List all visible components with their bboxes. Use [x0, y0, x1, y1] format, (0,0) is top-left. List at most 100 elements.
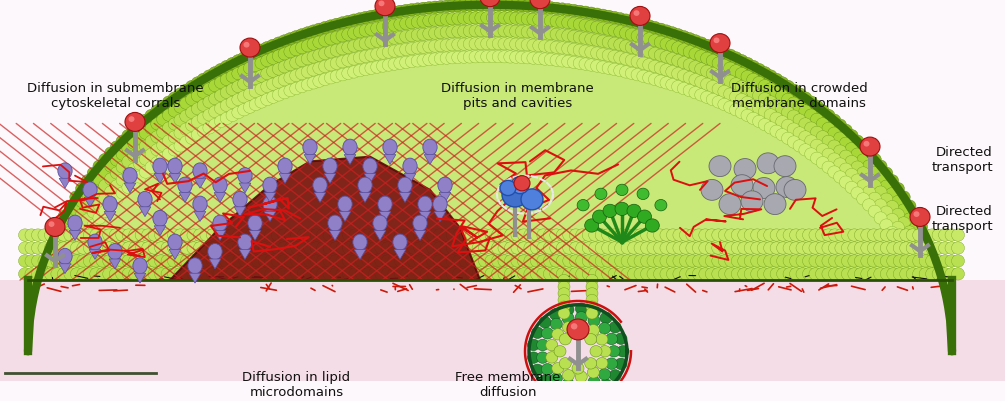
Circle shape [209, 79, 222, 92]
Circle shape [69, 204, 82, 216]
Circle shape [631, 30, 644, 42]
Text: Diffusion in submembrane
cytoskeletal corrals: Diffusion in submembrane cytoskeletal co… [27, 82, 204, 110]
Circle shape [492, 12, 506, 24]
Circle shape [799, 118, 812, 130]
Circle shape [492, 0, 506, 11]
Circle shape [18, 268, 31, 280]
Circle shape [255, 70, 268, 82]
Circle shape [407, 242, 420, 254]
Circle shape [514, 176, 530, 191]
Circle shape [51, 268, 64, 280]
Circle shape [180, 110, 193, 122]
Ellipse shape [58, 248, 72, 264]
Circle shape [277, 255, 290, 267]
Circle shape [465, 255, 478, 267]
Circle shape [764, 229, 777, 241]
Circle shape [533, 53, 546, 65]
Circle shape [417, 28, 430, 41]
Circle shape [822, 268, 835, 280]
Circle shape [191, 129, 204, 141]
Polygon shape [264, 192, 275, 203]
Polygon shape [170, 157, 480, 280]
Circle shape [602, 242, 615, 254]
Circle shape [854, 242, 867, 254]
Circle shape [910, 207, 930, 227]
Circle shape [537, 352, 549, 363]
Circle shape [522, 38, 534, 51]
Circle shape [168, 131, 181, 143]
Circle shape [539, 40, 552, 52]
Circle shape [591, 8, 604, 20]
Circle shape [550, 268, 563, 280]
Circle shape [783, 268, 796, 280]
Circle shape [414, 255, 427, 267]
Circle shape [897, 204, 911, 216]
Circle shape [411, 42, 424, 54]
Circle shape [463, 25, 476, 37]
Circle shape [783, 255, 796, 267]
Circle shape [388, 6, 401, 18]
Circle shape [180, 123, 193, 135]
Circle shape [420, 268, 433, 280]
Circle shape [323, 229, 336, 241]
Circle shape [653, 268, 666, 280]
Circle shape [394, 242, 407, 254]
Circle shape [939, 268, 952, 280]
Circle shape [558, 274, 570, 286]
Circle shape [932, 242, 945, 254]
Circle shape [70, 229, 83, 241]
Circle shape [283, 71, 296, 84]
Circle shape [232, 106, 245, 119]
Circle shape [420, 255, 433, 267]
Circle shape [92, 160, 106, 172]
Circle shape [562, 379, 574, 390]
Circle shape [272, 76, 285, 88]
Circle shape [793, 101, 806, 113]
Circle shape [939, 229, 952, 241]
Circle shape [633, 10, 639, 16]
Circle shape [117, 187, 129, 199]
Circle shape [839, 137, 852, 150]
Circle shape [790, 242, 803, 254]
Circle shape [186, 80, 199, 93]
Circle shape [666, 268, 679, 280]
Circle shape [446, 242, 459, 254]
Circle shape [480, 51, 493, 63]
Ellipse shape [153, 158, 167, 174]
Circle shape [576, 303, 587, 314]
Polygon shape [214, 231, 226, 240]
Circle shape [777, 229, 790, 241]
Circle shape [87, 219, 100, 231]
Circle shape [457, 12, 470, 24]
Circle shape [140, 114, 152, 126]
Circle shape [828, 140, 841, 152]
Circle shape [713, 70, 725, 82]
Ellipse shape [363, 158, 377, 174]
Circle shape [510, 51, 523, 63]
Circle shape [428, 40, 441, 52]
Circle shape [637, 70, 650, 82]
Circle shape [163, 96, 175, 108]
Circle shape [586, 294, 598, 306]
Circle shape [770, 86, 783, 99]
Circle shape [921, 245, 934, 258]
Circle shape [96, 242, 110, 254]
Circle shape [478, 255, 491, 267]
Circle shape [125, 112, 145, 132]
Circle shape [64, 255, 76, 267]
Circle shape [615, 202, 629, 215]
Circle shape [666, 229, 679, 241]
Circle shape [861, 242, 873, 254]
Circle shape [873, 229, 886, 241]
Circle shape [81, 188, 94, 200]
Circle shape [660, 38, 673, 50]
Circle shape [573, 5, 586, 18]
Circle shape [155, 242, 168, 254]
Circle shape [640, 268, 653, 280]
Circle shape [665, 53, 678, 65]
Circle shape [751, 268, 764, 280]
Circle shape [671, 42, 684, 54]
Circle shape [75, 182, 88, 195]
Circle shape [617, 346, 629, 357]
Circle shape [725, 268, 738, 280]
